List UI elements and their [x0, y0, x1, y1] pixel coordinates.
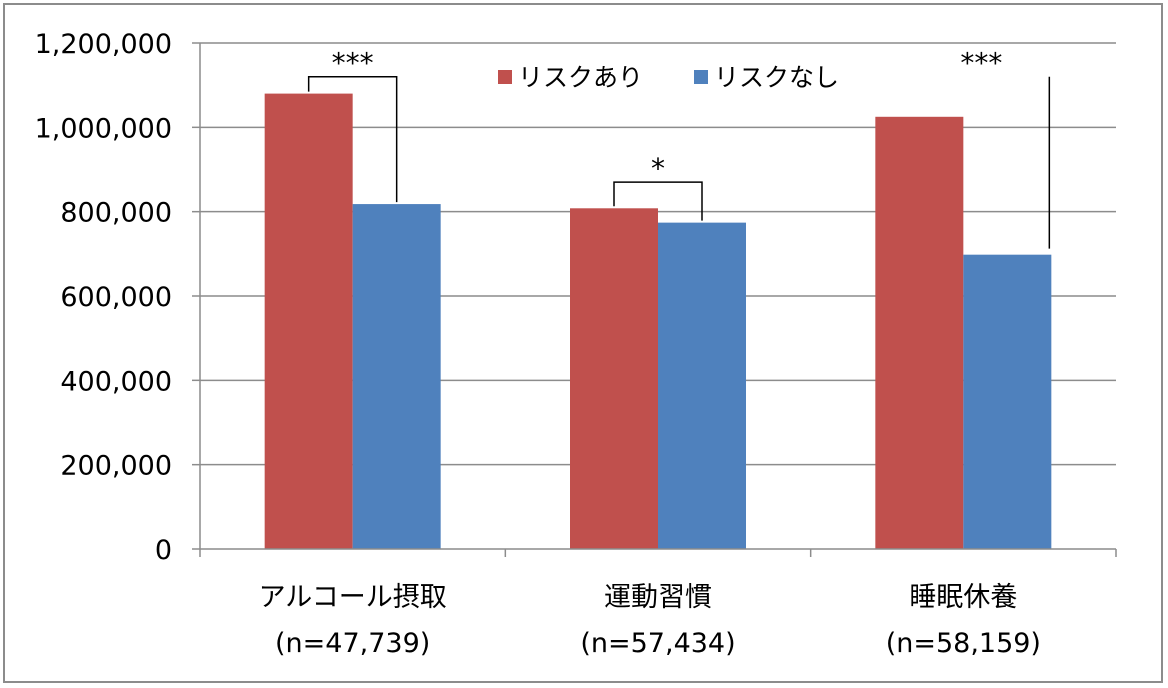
bar-norisk-2 — [963, 254, 1052, 549]
legend-swatch — [498, 70, 512, 84]
x-category-label: 運動習慣 — [604, 582, 712, 613]
bar-risk-1 — [570, 208, 658, 549]
bars — [264, 93, 1052, 550]
y-tick-label: 400,000 — [60, 366, 172, 397]
y-tick-label: 200,000 — [60, 451, 172, 482]
significance-label: *** — [332, 47, 374, 80]
y-tick-label: 0 — [155, 535, 172, 566]
bar-risk-2 — [875, 116, 964, 550]
significance-bracket — [613, 181, 703, 221]
bar-norisk-1 — [658, 222, 746, 549]
y-axis-ticks: 0 200,000 400,000 600,000 800,000 1,000,000 1,… — [35, 29, 172, 566]
x-category-note: (n=57,434) — [580, 628, 735, 659]
x-category-label: 睡眠休養 — [909, 582, 1017, 613]
legend-label: リスクあり — [518, 63, 643, 92]
axes — [192, 42, 1117, 557]
y-tick-label: 1,200,000 — [35, 29, 172, 60]
significance-label: * — [651, 152, 665, 185]
x-axis-labels: アルコール摂取 (n=47,739) 運動習慣 (n=57,434) 睡眠休養 (n=58… — [259, 582, 1041, 659]
significance-markers: ******* — [307, 47, 1051, 249]
x-category-note: (n=47,739) — [275, 628, 430, 659]
legend-swatch — [694, 70, 708, 84]
x-category-label: アルコール摂取 — [259, 582, 447, 613]
legend-label: リスクなし — [714, 63, 839, 92]
significance-label: *** — [960, 47, 1002, 80]
x-category-note: (n=58,159) — [886, 628, 1041, 659]
legend: リスクあり リスクなし — [498, 63, 839, 92]
bar-risk-0 — [264, 93, 353, 549]
bar-norisk-0 — [352, 204, 441, 549]
y-tick-label: 800,000 — [60, 198, 172, 229]
y-tick-label: 600,000 — [60, 282, 172, 313]
y-tick-label: 1,000,000 — [35, 113, 172, 144]
significance-bracket — [307, 75, 398, 203]
